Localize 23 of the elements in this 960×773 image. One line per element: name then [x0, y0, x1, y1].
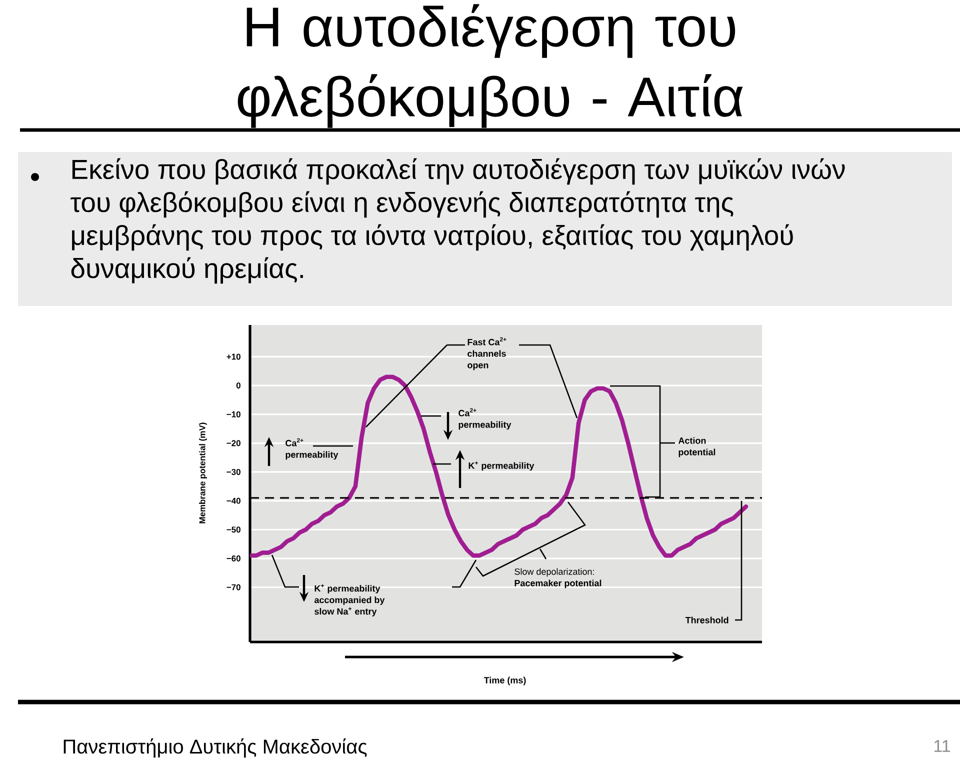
y-axis-title: Membrane potential (mV)	[199, 422, 207, 524]
chart-title: Η αυτοδιέγερση του φλεβόκομβου - Αιτία	[238, 4, 743, 128]
y-tick-label: +10	[226, 354, 240, 360]
text: Ca$^{2+}$ permeability	[286, 438, 338, 460]
text: 11	[934, 740, 950, 752]
y-tick-label: −30	[226, 468, 240, 475]
y-tick-label: −40	[226, 498, 240, 504]
y-tick-label: 0	[236, 382, 240, 389]
chart-subtitle: Εκείνο που βασικά προκαλεί την αυτοδιέγερση των μυϊκών ινών του φλεβόκομβου είναι η ενδογενής διαπερατότητα της μεμβράνης του προς τα ιόντα νατρίου, εξαιτίας του χαμηλού δυναμικού ηρεμίας.	[70, 158, 845, 284]
annotation: K$^{+}$ permeability accompanied by slow Na$^{+}$ entry	[314, 584, 385, 616]
annotation: Action potential	[678, 437, 716, 458]
y-tick-label: −60	[226, 555, 240, 562]
y-tick-label: −50	[226, 526, 240, 533]
y-tick-label: −70	[226, 584, 240, 590]
ref-line-label: Threshold	[685, 616, 728, 624]
y-tick-label: −20	[226, 440, 240, 446]
y-tick-label: −10	[226, 411, 240, 418]
text: Ca$^{2+}$ permeability	[458, 408, 512, 430]
x-axis-title: Time (ms)	[484, 676, 526, 686]
annotation: Slow depolarization: Pacemaker potential	[514, 568, 602, 588]
text: Πανεπιστήμιο Δυτικής Μακεδονίας	[64, 738, 367, 758]
text: Fast Ca$^{2+}$ channels open	[468, 337, 506, 370]
annotation: K$^{+}$ permeability	[468, 461, 534, 471]
